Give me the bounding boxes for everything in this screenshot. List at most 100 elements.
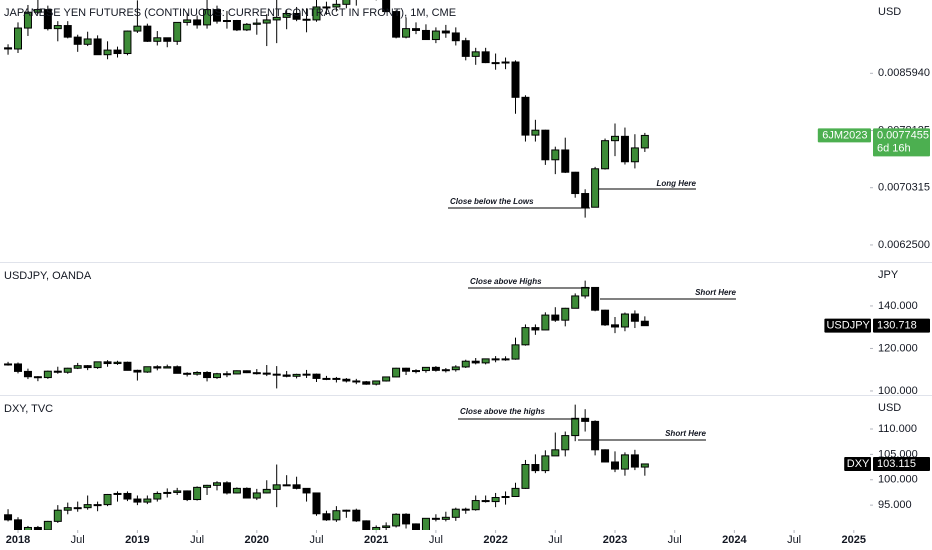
x-tick-label: 2020 — [245, 534, 269, 546]
candle-body — [461, 508, 470, 511]
candle-body — [372, 380, 381, 385]
candle-body — [262, 372, 271, 375]
candle-body — [103, 361, 112, 365]
candle-body — [222, 482, 231, 494]
candle-body — [511, 487, 520, 497]
candle-body — [292, 484, 301, 489]
candle-body — [53, 25, 62, 30]
candle-body — [63, 25, 72, 38]
candle-body — [521, 327, 530, 346]
candle-body — [491, 62, 500, 65]
candle-body — [213, 482, 221, 486]
candle-body — [14, 363, 22, 372]
candle-body — [611, 324, 619, 328]
candle-body — [451, 366, 460, 371]
candle-body — [541, 129, 550, 161]
candle-body — [4, 514, 13, 521]
candle-body — [63, 367, 72, 373]
candle-body — [312, 6, 321, 21]
candle-body — [531, 129, 540, 136]
y-tick-label: 120.000 — [878, 342, 918, 354]
candle-body — [272, 484, 281, 490]
candle-body — [113, 492, 122, 495]
candle-body — [591, 420, 600, 451]
candle-body — [571, 417, 580, 437]
pane-title: JAPANESE YEN FUTURES (CONTINUOUS: CURREN… — [4, 7, 456, 19]
candle-body — [591, 168, 600, 208]
y-tick-label: 110.000 — [878, 423, 917, 435]
currency-label: USD — [878, 402, 901, 414]
x-tick-label: Jul — [190, 534, 204, 546]
candle-body — [282, 374, 291, 377]
candle-body — [173, 21, 182, 42]
candle-body — [83, 365, 92, 369]
candle-body — [183, 372, 192, 375]
candle-body — [193, 486, 202, 501]
candle-body — [620, 313, 629, 328]
y-tick-label: 100.000 — [878, 385, 918, 397]
candle-body — [620, 454, 629, 470]
candle-body — [133, 25, 142, 32]
x-tick-label: 2023 — [603, 534, 627, 546]
candle-body — [581, 193, 590, 208]
candle-body — [43, 9, 52, 30]
candle-body — [123, 492, 132, 500]
candle-body — [491, 497, 500, 503]
pane-title: USDJPY, OANDA — [4, 270, 92, 282]
pane-title: DXY, TVC — [4, 403, 53, 415]
candle-body — [322, 6, 331, 9]
annotation: Close above Highs — [470, 277, 542, 286]
candle-body — [601, 140, 610, 170]
candle-body — [252, 22, 261, 25]
candle-body — [481, 51, 490, 64]
candle-body — [481, 358, 490, 364]
candle-body — [232, 20, 241, 31]
candle-body — [222, 373, 231, 376]
candle-body — [521, 464, 530, 489]
candle-body — [83, 504, 92, 509]
candle-body — [242, 487, 251, 499]
candle-body — [73, 507, 82, 510]
annotation: Close below the Lows — [450, 197, 534, 206]
x-tick-label: Jul — [668, 534, 682, 546]
candle-body — [153, 492, 162, 500]
candle-body — [581, 286, 590, 297]
candle-body — [63, 507, 72, 511]
candle-body — [193, 371, 202, 375]
candle-body — [551, 314, 560, 321]
candle-body — [441, 30, 450, 34]
candle-body — [93, 504, 102, 507]
candle-body — [43, 370, 52, 379]
y-tick-label: 95.000 — [878, 499, 912, 511]
candle-body — [382, 525, 391, 528]
candle-body — [272, 16, 281, 21]
candle-body — [232, 370, 241, 375]
candle-body — [33, 376, 42, 379]
candle-body — [183, 490, 192, 501]
x-tick-label: Jul — [429, 534, 443, 546]
candle-body — [412, 370, 420, 373]
candle-body — [163, 491, 172, 494]
candle-body — [302, 373, 311, 376]
candle-body — [302, 18, 311, 21]
candle-body — [640, 320, 649, 327]
annotation: Close above the highs — [460, 407, 545, 416]
candle-body — [312, 373, 321, 379]
candle-body — [640, 134, 649, 149]
y-tick-label: 100.000 — [878, 474, 918, 486]
candle-body — [252, 372, 261, 375]
x-tick-label: 2019 — [125, 534, 149, 546]
candle-body — [73, 365, 82, 369]
candle-body — [421, 517, 430, 530]
candle-body — [491, 358, 500, 361]
y-tick-label: 0.0070315 — [878, 182, 930, 194]
candle-body — [392, 11, 401, 38]
y-tick-label: 0.0062500 — [878, 239, 930, 251]
candle-body — [292, 373, 301, 377]
candle-body — [451, 508, 460, 518]
candle-body — [471, 360, 480, 364]
candle-body — [561, 435, 570, 451]
x-tick-label: Jul — [71, 534, 85, 546]
last-price: 130.718 — [877, 320, 917, 332]
candle-body — [402, 367, 411, 372]
